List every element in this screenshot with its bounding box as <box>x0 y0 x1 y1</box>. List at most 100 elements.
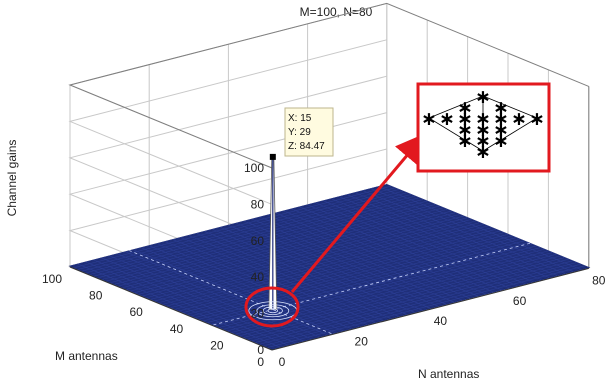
y-axis-line <box>69 266 273 351</box>
grid-line-z <box>68 75 387 242</box>
mesh-line-y <box>110 200 428 283</box>
inset-star: ∗ <box>457 97 473 119</box>
y-tick-label: 40 <box>170 322 184 336</box>
mesh-line-y <box>90 192 408 275</box>
mesh-line-y <box>94 194 412 277</box>
mesh-line-y <box>247 257 565 340</box>
mesh-line-y <box>166 224 484 307</box>
z-tick-label: 0 <box>257 343 264 357</box>
mesh-line-y <box>126 207 444 290</box>
mesh-line-y <box>106 199 424 282</box>
ridge-line-n <box>129 250 332 334</box>
ripple-ring <box>262 306 283 316</box>
mesh-line-y <box>259 262 577 345</box>
mesh-line-y <box>150 217 468 300</box>
datatip-marker <box>269 153 276 160</box>
mesh-line-y <box>78 187 395 270</box>
mesh-line-y <box>191 233 509 317</box>
inset-panel: ∗∗ ∗∗ ∗ ∗ ∗ ∗ ∗ ∗∗ ∗ ∗∗ ∗ ∗∗ <box>416 82 551 173</box>
mesh-line-y <box>207 240 525 323</box>
mesh-line-y <box>179 229 496 312</box>
y-axis-label: M antennas <box>55 349 118 363</box>
highlight-arrow <box>290 133 426 293</box>
peak-spike <box>129 156 531 334</box>
inset-star: ∗ <box>529 108 545 130</box>
inset-star: ∗ <box>457 130 473 152</box>
inset-pattern: ∗∗ ∗∗ ∗ ∗ ∗ ∗ ∗ ∗∗ ∗ ∗∗ ∗ ∗∗ <box>421 86 545 163</box>
z-tick-label: 100 <box>244 161 264 175</box>
mesh-line-y <box>142 214 460 297</box>
inset-star: ∗ <box>421 108 437 130</box>
inset-star: ∗ <box>493 97 509 119</box>
inset-star: ∗ <box>493 108 509 130</box>
mesh-line-y <box>134 210 452 293</box>
mesh-line-y <box>73 185 391 269</box>
x-tick-label: 0 <box>279 355 286 369</box>
inset-star: ∗ <box>493 119 509 141</box>
mesh-line-y <box>118 204 436 287</box>
y-tick-label: 60 <box>129 305 143 319</box>
mesh-line-y <box>102 197 420 280</box>
inset-link <box>482 95 538 119</box>
mesh-line-y <box>174 227 492 310</box>
y-tick-label: 80 <box>89 289 103 303</box>
datatip-x: X: 15 <box>288 113 312 124</box>
mesh-line-y <box>122 205 440 288</box>
datatip-y: Y: 29 <box>288 127 311 138</box>
mesh-line-y <box>271 267 589 350</box>
z-tick-label: 80 <box>251 197 265 211</box>
mesh-line-y <box>146 215 464 298</box>
mesh-line-y <box>219 245 537 328</box>
grid-line-z <box>68 39 387 205</box>
inset-star: ∗ <box>475 130 491 152</box>
axis-ticks: 0 20 40 60 80 100 0 20 40 60 80 100 0 20 40 60 80 <box>42 161 606 369</box>
ripple-ring <box>256 304 290 318</box>
box-top-edge <box>68 2 589 169</box>
z-tick-label: 60 <box>251 234 265 248</box>
mesh-line-y <box>162 222 480 305</box>
inset-star: ∗ <box>475 141 491 163</box>
datatip: X: 15 Y: 29 Z: 84.47 <box>269 107 334 160</box>
y-tick-label: 100 <box>42 272 62 286</box>
inset-star: ∗ <box>493 130 509 152</box>
mesh-line-y <box>227 248 545 332</box>
x-axis-line <box>271 267 589 351</box>
inset-star: ∗ <box>457 119 473 141</box>
chart-title: M=100, N=80 <box>300 5 373 19</box>
z-axis-label: Channel gains <box>5 140 19 217</box>
x-tick-label: 20 <box>355 335 369 349</box>
mesh-line-y <box>130 209 448 292</box>
inset-link <box>428 117 484 152</box>
ridge-line-m <box>213 242 531 326</box>
datatip-box <box>284 107 334 157</box>
mesh-line-y <box>239 253 557 337</box>
inset-star: ∗ <box>457 108 473 130</box>
mesh-line-y <box>187 232 505 315</box>
mesh-line-y <box>223 247 541 330</box>
inset-link <box>482 117 538 152</box>
z-tick-label: 20 <box>251 307 265 321</box>
mesh-line-y <box>82 189 399 272</box>
datatip-z: Z: 84.47 <box>288 141 325 152</box>
surface-plane <box>68 183 591 351</box>
mesh-line-y <box>138 212 456 295</box>
x-axis-label: N antennas <box>418 367 479 381</box>
mesh-line-y <box>154 219 472 302</box>
mesh-line-y <box>69 184 387 267</box>
mesh-line-y <box>251 258 569 342</box>
mesh-line-y <box>170 225 488 308</box>
inset-star: ∗ <box>511 108 527 130</box>
mesh-line-y <box>215 243 533 327</box>
mesh-line-y <box>183 230 500 313</box>
inset-frame <box>416 82 551 173</box>
mesh-line-y <box>195 235 513 318</box>
mesh-line-y <box>243 255 561 338</box>
inset-star: ∗ <box>439 108 455 130</box>
mesh-line-y <box>203 238 521 322</box>
mesh-line-y <box>263 263 581 347</box>
highlight-ellipse <box>244 286 300 328</box>
z-tick-label: 40 <box>251 270 265 284</box>
y-tick-label: 20 <box>210 338 224 352</box>
mesh-line-y <box>199 237 517 320</box>
